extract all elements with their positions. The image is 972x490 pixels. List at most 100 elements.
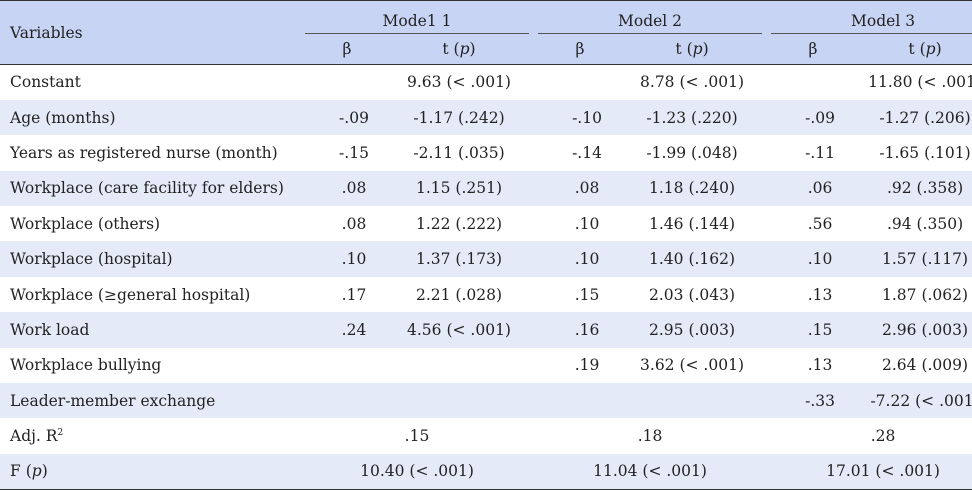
f-model2: 11.04 (< .001) bbox=[538, 453, 763, 490]
beta-cell-model2: -.10 bbox=[538, 99, 623, 136]
table-header: Variables Mode1 1 Model 2 Model 3 β t (p… bbox=[0, 0, 972, 65]
table-row: Years as registered nurse (month) -.15 -2.… bbox=[0, 135, 972, 170]
t-cell-model2: 1.46 (.144) bbox=[649, 214, 736, 233]
header-gap bbox=[529, 33, 539, 65]
model3-header: Model 3 bbox=[771, 0, 972, 34]
cell-gap bbox=[529, 383, 539, 419]
t-cell-model3: -1.65 (.101) bbox=[879, 143, 971, 162]
header-gap bbox=[762, 33, 772, 65]
t-header: t (p) bbox=[855, 33, 972, 65]
cell-gap bbox=[762, 418, 771, 453]
adj-r2-model2: .18 bbox=[637, 427, 663, 446]
cell-gap bbox=[762, 383, 772, 419]
table-row: Workplace (hospital) .10 1.37 (.173) .10 1.4… bbox=[0, 241, 972, 277]
beta-header: β bbox=[305, 33, 389, 65]
t-cell-model3: .94 (.350) bbox=[886, 214, 964, 233]
t-cell-model1: 2.21 (.028) bbox=[415, 285, 503, 304]
table-row: Work load .24 4.56 (< .001) .16 2.95 (.003).… bbox=[0, 312, 972, 348]
row-label: Years as registered nurse (month) bbox=[10, 143, 278, 162]
t-cell-model2: -1.99 (.048) bbox=[646, 143, 738, 162]
row-label: Workplace bullying bbox=[10, 356, 162, 375]
t-cell-model1: 4.56 (< .001) bbox=[389, 312, 530, 348]
f-row: F (p) 10.40 (< .001) 11.04 (< .001) 17.0… bbox=[0, 453, 972, 490]
beta-cell-model3: .15 bbox=[771, 312, 856, 348]
beta-header: β bbox=[771, 33, 856, 65]
cell-gap bbox=[529, 277, 538, 312]
row-label: Leader-member exchange bbox=[0, 383, 305, 419]
beta-cell-model3: .13 bbox=[807, 285, 833, 304]
beta-cell-model1 bbox=[305, 348, 389, 383]
adj-r2-row: Adj. R2 .15 .18 .28 bbox=[0, 418, 972, 453]
cell-gap bbox=[762, 65, 771, 100]
cell-gap bbox=[529, 206, 538, 241]
t-cell-model2: 2.03 (.043) bbox=[649, 285, 736, 304]
t-cell-model2 bbox=[622, 383, 763, 419]
row-label: Constant bbox=[10, 73, 81, 92]
t-cell-model1: 9.63 (< .001) bbox=[407, 73, 511, 92]
t-cell-model1: -1.17 (.242) bbox=[389, 99, 530, 136]
t-cell-model1 bbox=[389, 383, 530, 419]
t-header: t (p) bbox=[622, 33, 763, 65]
model2-header: Model 2 bbox=[538, 0, 763, 34]
beta-cell-model3: -.09 bbox=[771, 99, 856, 136]
beta-cell-model2: .16 bbox=[538, 312, 623, 348]
beta-cell-model2: .10 bbox=[538, 241, 623, 277]
header-gap bbox=[762, 0, 772, 34]
cell-gap bbox=[762, 170, 772, 207]
row-label: Work load bbox=[0, 312, 305, 348]
cell-gap bbox=[762, 453, 772, 490]
beta-cell-model1 bbox=[305, 65, 389, 100]
beta-cell-model1 bbox=[305, 383, 389, 419]
t-cell-model1: 1.37 (.173) bbox=[389, 241, 530, 277]
row-label: Workplace (hospital) bbox=[0, 241, 305, 277]
row-label: Workplace (≥general hospital) bbox=[10, 285, 251, 304]
cell-gap bbox=[529, 135, 538, 170]
adj-r2-model3: .28 bbox=[870, 427, 896, 446]
t-cell-model3: -1.27 (.206) bbox=[855, 99, 972, 136]
header-gap bbox=[529, 0, 539, 34]
cell-gap bbox=[529, 241, 539, 277]
t-cell-model3: .92 (.358) bbox=[855, 170, 972, 207]
table-row: Constant 9.63 (< .001) 8.78 (< .001) 11.80 … bbox=[0, 65, 972, 100]
f-model1: 10.40 (< .001) bbox=[305, 453, 530, 490]
f-model3: 17.01 (< .001) bbox=[771, 453, 972, 490]
t-header: t (p) bbox=[389, 33, 530, 65]
beta-cell-model1: .08 bbox=[305, 170, 389, 207]
table-row: Workplace (others) .08 1.22 (.222) .10 1.46 … bbox=[0, 206, 972, 241]
beta-cell-model3: -.11 bbox=[805, 143, 835, 162]
beta-cell-model1: .17 bbox=[341, 285, 367, 304]
t-cell-model1: 1.22 (.222) bbox=[415, 214, 503, 233]
beta-cell-model3: .06 bbox=[771, 170, 856, 207]
t-cell-model3: 11.80 (< .001) bbox=[868, 73, 972, 92]
model1-header: Mode1 1 bbox=[305, 0, 530, 34]
t-cell-model1: -2.11 (.035) bbox=[413, 143, 505, 162]
t-cell-model3: 2.96 (.003) bbox=[855, 312, 972, 348]
cell-gap bbox=[529, 99, 539, 136]
cell-gap bbox=[529, 453, 539, 490]
cell-gap bbox=[762, 206, 771, 241]
adj-r2-model1: .15 bbox=[404, 427, 430, 446]
t-cell-model3: 2.64 (.009) bbox=[882, 356, 969, 375]
beta-cell-model1: -.09 bbox=[305, 99, 389, 136]
beta-cell-model3: .10 bbox=[771, 241, 856, 277]
row-label: Age (months) bbox=[0, 99, 305, 136]
cell-gap bbox=[762, 241, 772, 277]
t-cell-model2: 8.78 (< .001) bbox=[640, 73, 744, 92]
beta-cell-model1: .24 bbox=[305, 312, 389, 348]
cell-gap bbox=[529, 418, 538, 453]
beta-cell-model2: .10 bbox=[574, 214, 600, 233]
beta-cell-model1: -.15 bbox=[339, 143, 369, 162]
beta-cell-model2: .19 bbox=[574, 356, 600, 375]
t-cell-model3: -7.22 (< .001) bbox=[855, 383, 972, 419]
row-label: Adj. R2 bbox=[10, 427, 64, 446]
variables-header: Variables bbox=[0, 0, 305, 65]
table-row: Workplace (≥general hospital) .17 2.21 (.0… bbox=[0, 277, 972, 312]
table-row: Age (months) -.09 -1.17 (.242) -.10 -1.23 (.… bbox=[0, 99, 972, 136]
beta-cell-model2: .15 bbox=[574, 285, 600, 304]
t-cell-model3: 1.57 (.117) bbox=[855, 241, 972, 277]
t-cell-model1: 1.15 (.251) bbox=[389, 170, 530, 207]
t-cell-model1 bbox=[389, 348, 529, 383]
cell-gap bbox=[762, 348, 771, 383]
row-label: Workplace (others) bbox=[10, 214, 161, 233]
table-row: Workplace bullying .19 3.62 (< .001) .13 2.6… bbox=[0, 348, 972, 383]
